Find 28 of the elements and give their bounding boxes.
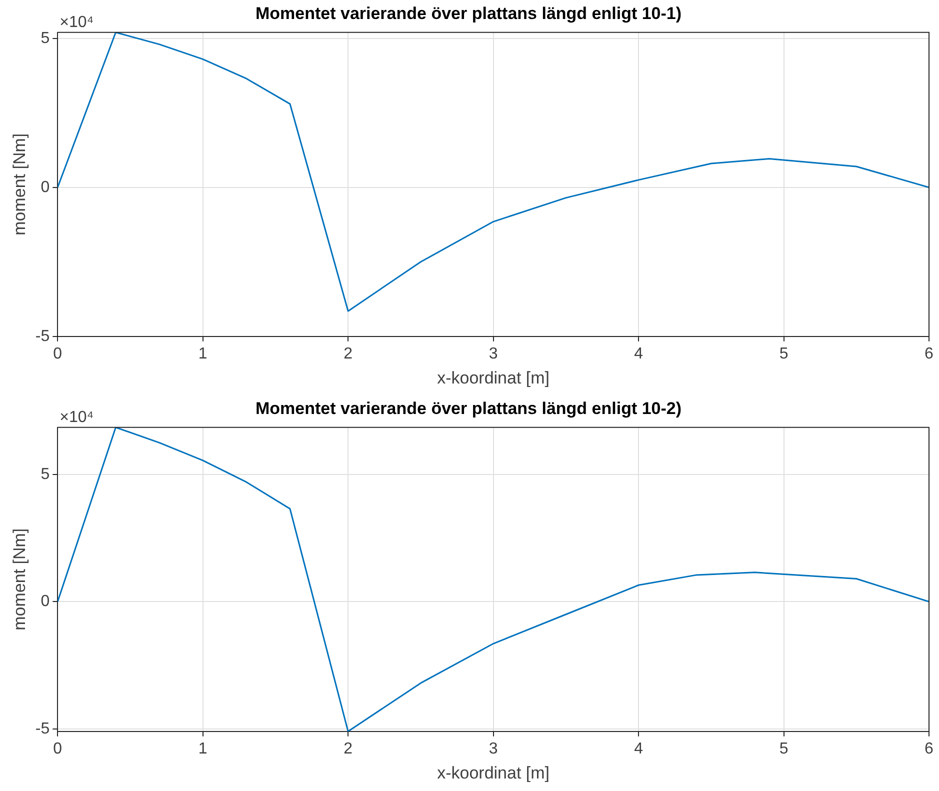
x-tick-label: 4 [634,740,644,758]
x-tick-label: 1 [198,345,208,362]
y-tick-label: 0 [40,593,50,610]
x-tick-label: 0 [53,740,62,758]
x-tick-label: 4 [634,345,644,362]
x-tick-label: 2 [344,740,353,758]
x-tick-label: 2 [344,345,353,362]
x-axis-title: x-koordinat [m] [437,763,550,782]
text: ×10⁴ [60,408,94,426]
y-tick-label: -5 [35,720,50,738]
y-tick-label: 0 [40,178,50,196]
chart-title: Momentet varierande över plattans längd enligt 10-1) [255,4,682,23]
y-axis-title: moment [Nm] [10,133,29,236]
y-tick-label: 5 [40,30,50,47]
x-tick-label: 6 [924,345,934,362]
text: ×10⁴ [60,14,94,31]
x-axis-title: x-koordinat [m] [437,368,550,388]
x-tick-label: 3 [488,345,498,362]
y-tick-label: -5 [35,328,50,345]
x-tick-label: 5 [779,345,788,362]
chart-title: Momentet varierande över plattans längd enligt 10-2) [255,398,682,418]
x-tick-label: 6 [924,740,934,758]
x-tick-label: 3 [488,740,498,758]
x-tick-label: 0 [53,345,62,362]
x-tick-label: 5 [779,740,788,758]
y-tick-label: 5 [40,466,50,483]
x-tick-label: 1 [198,740,208,758]
y-axis-title: moment [Nm] [10,528,29,630]
